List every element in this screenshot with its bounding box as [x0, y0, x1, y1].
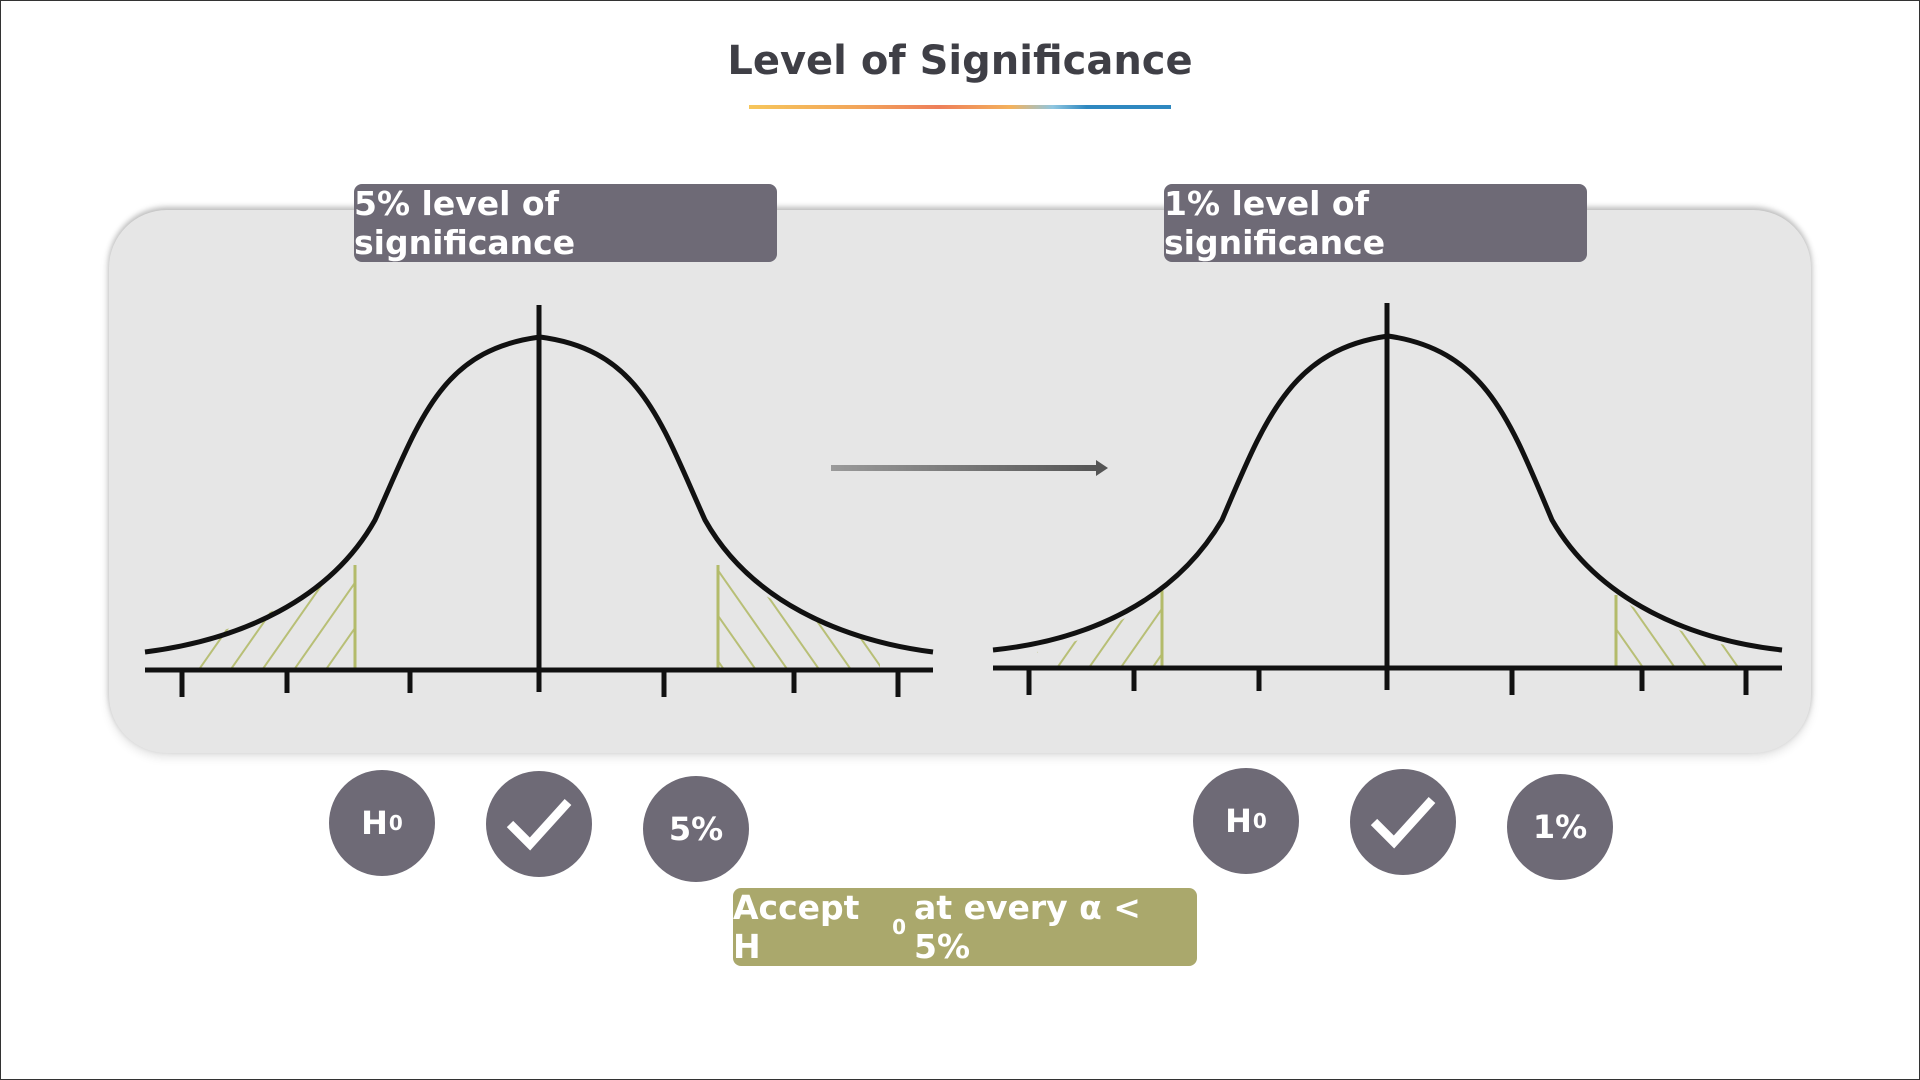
right-h0-sub: 0: [1252, 809, 1267, 833]
right-percent-badge: 1%: [1507, 774, 1613, 880]
right-h0-letter: H: [1225, 802, 1252, 840]
left-tail-hatch-right: [718, 565, 880, 670]
label-5-percent: 5% level of significance: [354, 184, 777, 262]
label-1-percent: 1% level of significance: [1164, 184, 1587, 262]
accept-suffix: at every α < 5%: [914, 888, 1141, 966]
title-underline: [749, 105, 1171, 109]
right-ticks: [1026, 668, 1749, 695]
left-h0-sub: 0: [388, 811, 403, 835]
check-icon: [1370, 796, 1436, 849]
right-check-badge: [1350, 769, 1456, 875]
accept-sub: 0: [892, 915, 907, 939]
page-title: Level of Significance: [727, 38, 1193, 84]
right-tail-hatch-right: [1616, 595, 1745, 668]
accept-prefix: Accept H: [733, 888, 860, 966]
left-h0-letter: H: [361, 804, 388, 842]
right-percent-text: 1%: [1532, 808, 1588, 846]
left-percent-badge: 5%: [643, 776, 749, 882]
left-distribution: [144, 305, 934, 697]
left-check-badge: [486, 771, 592, 877]
right-distribution: [992, 303, 1783, 695]
accept-h0-banner: Accept H 0 at every α < 5%: [733, 888, 1197, 966]
transition-arrow: [831, 460, 1108, 476]
left-percent-text: 5%: [668, 810, 724, 848]
check-icon: [506, 798, 572, 851]
right-tail-hatch-left: [1037, 590, 1162, 668]
left-ticks: [179, 670, 901, 697]
